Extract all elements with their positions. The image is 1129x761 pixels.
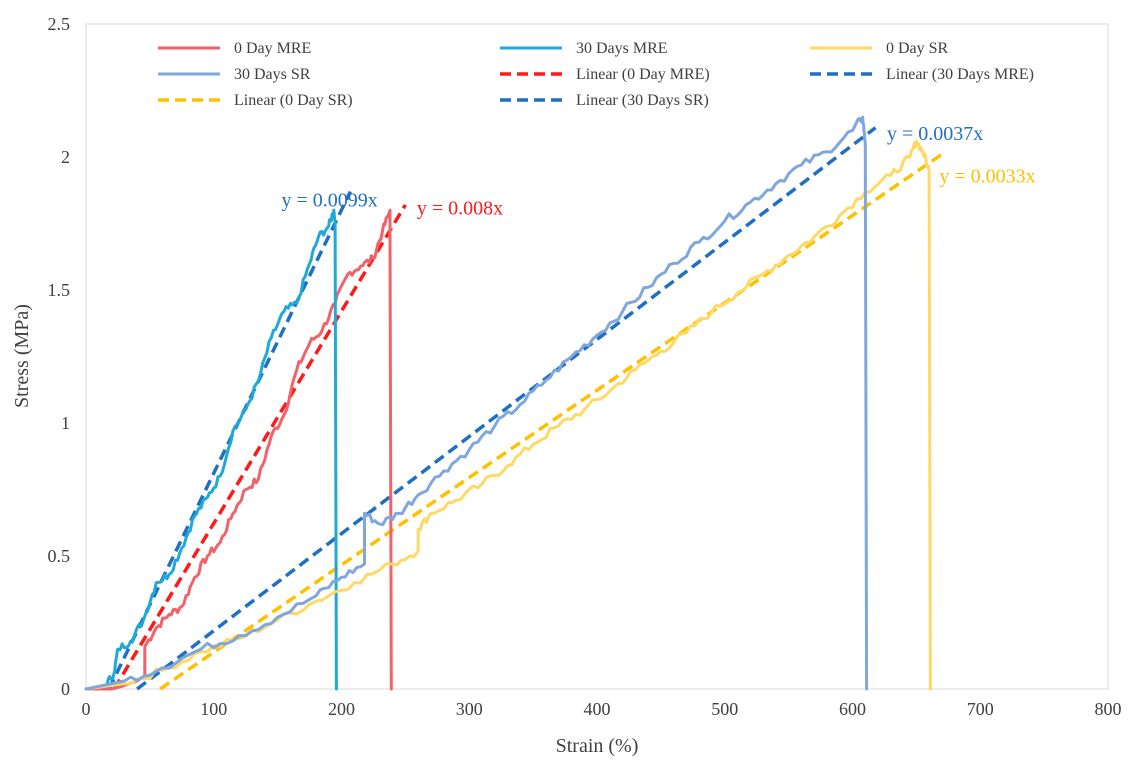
x-tick-label: 500 (711, 699, 738, 719)
legend-label: 0 Day MRE (234, 40, 311, 57)
legend-label: Linear (30 Days SR) (576, 92, 709, 109)
series-line-0-day-mre (84, 208, 393, 691)
x-tick-label: 600 (839, 699, 866, 719)
y-tick-label: 0.5 (48, 546, 71, 566)
x-axis-title: Strain (%) (556, 735, 639, 757)
legend-item: Linear (30 Days SR) (500, 92, 709, 109)
x-tick-label: 300 (456, 699, 483, 719)
legend-label: Linear (0 Day SR) (234, 92, 353, 109)
y-tick-label: 1.5 (48, 280, 71, 300)
plot-area-border (85, 23, 1109, 690)
legend-item: Linear (30 Days MRE) (810, 66, 1034, 83)
axes (85, 23, 1109, 690)
trendline-equation: y = 0.0099x (281, 190, 377, 212)
x-tick-label: 0 (82, 699, 91, 719)
y-tick-label: 1 (61, 413, 70, 433)
x-tick-label: 800 (1095, 699, 1122, 719)
trendline-equation: y = 0.0037x (887, 123, 983, 145)
legend-label: Linear (30 Days MRE) (886, 66, 1034, 83)
legend-label: 30 Days MRE (576, 40, 668, 57)
legend-item: 0 Day MRE (158, 40, 311, 57)
series-line-linear-30-days-sr (136, 126, 877, 691)
x-tick-label: 400 (584, 699, 611, 719)
y-axis-title: Stress (MPa) (11, 304, 33, 408)
legend-label: 0 Day SR (886, 40, 949, 57)
tick-labels: 0 100 200 300 400 500 600 700 800 0 0.5 1 1.5 2 2.5 (48, 14, 1122, 719)
series-line-0-day-sr (84, 139, 932, 691)
series-layer (84, 115, 943, 691)
legend-label: 30 Days SR (234, 66, 311, 83)
x-tick-label: 100 (200, 699, 227, 719)
legend: 0 Day MRE 30 Days MRE 0 Day SR 30 Days SR Li… (158, 40, 1034, 109)
series-line-30-days-sr (84, 115, 869, 691)
trendline-equation: y = 0.008x (417, 198, 503, 220)
legend-item: 30 Days SR (158, 66, 311, 83)
x-tick-label: 200 (328, 699, 355, 719)
trendline-equation: y = 0.0033x (939, 166, 1035, 188)
trendline-equations: y = 0.0099x y = 0.008x y = 0.0037x y = 0.00… (281, 123, 1035, 219)
series-line-linear-0-day-sr (159, 152, 943, 691)
x-tick-label: 700 (967, 699, 994, 719)
series-line-30-days-mre (84, 208, 338, 691)
y-tick-label: 2 (61, 147, 70, 167)
y-tick-label: 2.5 (48, 14, 71, 34)
legend-item: Linear (0 Day MRE) (500, 66, 710, 83)
y-tick-label: 0 (61, 679, 70, 699)
legend-item: 0 Day SR (810, 40, 949, 57)
legend-item: Linear (0 Day SR) (158, 92, 353, 109)
series-line-linear-0-day-mre (112, 203, 407, 690)
legend-item: 30 Days MRE (500, 40, 668, 57)
legend-label: Linear (0 Day MRE) (576, 66, 710, 83)
